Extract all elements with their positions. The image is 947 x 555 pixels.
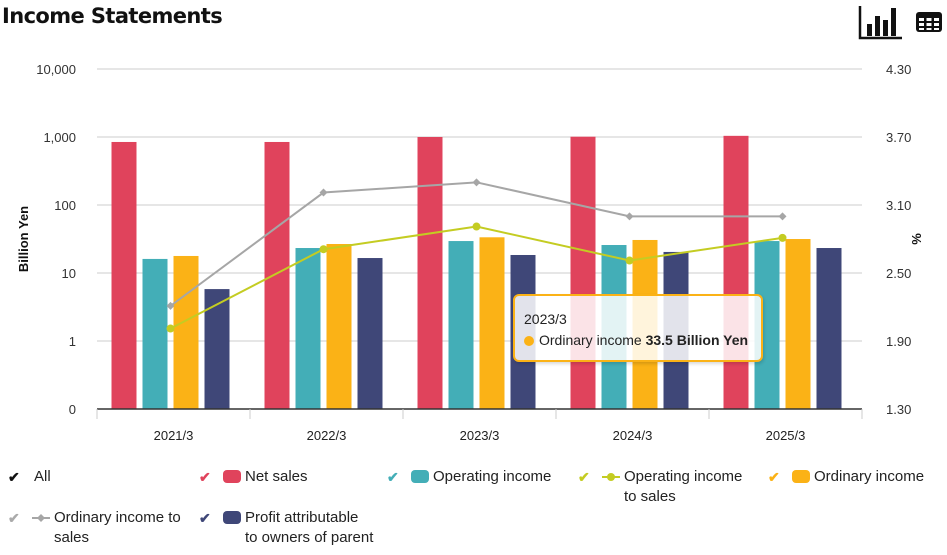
point-ordinary-income-to-sales xyxy=(319,188,328,197)
bar-net-sales xyxy=(264,141,290,409)
legend-swatch xyxy=(411,470,429,483)
x-tick-label: 2021/3 xyxy=(154,428,194,443)
left-tick-label: 1,000 xyxy=(43,130,76,145)
left-tick-label: 0 xyxy=(69,402,76,417)
point-operating-income-to-sales xyxy=(166,324,175,333)
tooltip-row: Ordinary income 33.5 Billion Yen xyxy=(524,332,748,348)
line-diamond-marker-icon xyxy=(32,514,50,522)
right-tick-label: 2.50 xyxy=(886,266,911,281)
right-tick-label: 1.90 xyxy=(886,334,911,349)
x-tick-label: 2022/3 xyxy=(307,428,347,443)
point-operating-income-to-sales xyxy=(778,233,787,242)
bar-profit-attributable-to-owners-of-parent xyxy=(816,248,842,409)
bar-net-sales xyxy=(417,137,443,409)
bar-net-sales xyxy=(111,141,137,409)
tooltip-value: 33.5 Billion Yen xyxy=(645,332,749,348)
legend-label: Net sales xyxy=(245,467,308,487)
left-tick-label: 100 xyxy=(54,198,76,213)
right-tick-label: 4.30 xyxy=(886,62,911,77)
right-axis-ticks: 1.30 1.90 2.50 3.10 3.70 4.30 xyxy=(886,62,911,417)
legend-label-line: Operating income xyxy=(624,468,743,485)
bar-operating-income xyxy=(295,248,321,409)
income-chart: 0 1 10 100 1,000 10,000 1.30 1.90 2.50 3.10 3.70 4… xyxy=(16,62,924,443)
check-icon: ✔ xyxy=(387,469,399,485)
legend-label-line: Ordinary income to xyxy=(54,509,181,526)
bar-profit-attributable-to-owners-of-parent xyxy=(204,289,230,409)
legend-swatch xyxy=(223,511,241,524)
bar-operating-income xyxy=(448,241,474,409)
legend-label: Ordinary income xyxy=(814,467,924,487)
check-icon: ✔ xyxy=(199,469,211,485)
chart-tooltip: 2023/3 Ordinary income 33.5 Billion Yen xyxy=(513,294,763,362)
legend-swatch xyxy=(223,470,241,483)
point-operating-income-to-sales xyxy=(472,222,481,231)
tooltip-series-dot xyxy=(524,336,534,346)
left-axis-ticks: 0 1 10 100 1,000 10,000 xyxy=(36,62,76,417)
left-tick-label: 10 xyxy=(62,266,76,281)
left-tick-label: 1 xyxy=(69,334,76,349)
right-tick-label: 3.70 xyxy=(886,130,911,145)
right-tick-label: 1.30 xyxy=(886,402,911,417)
check-icon: ✔ xyxy=(768,469,780,485)
right-tick-label: 3.10 xyxy=(886,198,911,213)
tooltip-series-name: Ordinary income xyxy=(539,332,642,348)
left-tick-label: 10,000 xyxy=(36,62,76,77)
legend-label-line: Profit attributable xyxy=(245,509,359,526)
check-icon: ✔ xyxy=(578,469,590,485)
right-axis-title: % xyxy=(909,233,924,245)
legend-label-line: Ordinary income xyxy=(814,468,925,485)
legend-swatch xyxy=(792,470,810,483)
x-tick-label: 2023/3 xyxy=(460,428,500,443)
table-grid-icon xyxy=(916,12,942,32)
legend-label: All xyxy=(34,467,51,487)
point-ordinary-income-to-sales xyxy=(625,212,634,221)
legend-label-line: sales xyxy=(54,529,90,546)
legend-label-line: Operating income xyxy=(433,468,552,485)
point-operating-income-to-sales xyxy=(319,245,328,254)
tooltip-date: 2023/3 xyxy=(524,311,567,327)
legend-label-line: All xyxy=(34,468,51,485)
legend-label-line: to sales xyxy=(624,488,676,505)
x-tick-label: 2025/3 xyxy=(766,428,806,443)
check-icon: ✔ xyxy=(199,510,211,526)
bar-series xyxy=(111,135,842,409)
legend-label: Operating income xyxy=(433,467,551,487)
x-axis: 2021/3 2022/3 2023/3 2024/3 2025/3 xyxy=(96,408,863,443)
bar-chart-icon xyxy=(858,6,902,40)
bar-net-sales xyxy=(723,135,749,409)
point-ordinary-income-to-sales xyxy=(778,212,787,221)
bar-operating-income xyxy=(142,258,168,409)
line-ordinary-income-to-sales xyxy=(169,181,783,307)
legend-label: Ordinary income to sales xyxy=(54,508,181,548)
table-view-button[interactable] xyxy=(914,4,946,40)
chart-view-button[interactable] xyxy=(858,4,904,40)
point-ordinary-income-to-sales xyxy=(166,301,175,310)
line-circle-marker-icon xyxy=(602,473,620,481)
line-series xyxy=(166,178,787,333)
legend-label-line: Net sales xyxy=(245,468,308,485)
bar-profit-attributable-to-owners-of-parent xyxy=(357,258,383,409)
legend-label: Profit attributable to owners of parent xyxy=(245,508,373,548)
x-tick-label: 2024/3 xyxy=(613,428,653,443)
check-icon: ✔ xyxy=(8,469,20,485)
point-operating-income-to-sales xyxy=(625,256,634,265)
bar-net-sales xyxy=(570,136,596,409)
legend-label: Operating income to sales xyxy=(624,467,742,507)
bar-ordinary-income xyxy=(326,243,352,409)
point-ordinary-income-to-sales xyxy=(472,178,481,187)
page-title: Income Statements xyxy=(2,4,223,28)
bar-ordinary-income xyxy=(785,239,811,409)
legend-label-line: to owners of parent xyxy=(245,529,374,546)
left-axis-title: Billion Yen xyxy=(16,206,31,272)
bar-ordinary-income xyxy=(173,255,199,409)
check-icon: ✔ xyxy=(8,510,20,526)
bar-ordinary-income xyxy=(479,237,505,409)
